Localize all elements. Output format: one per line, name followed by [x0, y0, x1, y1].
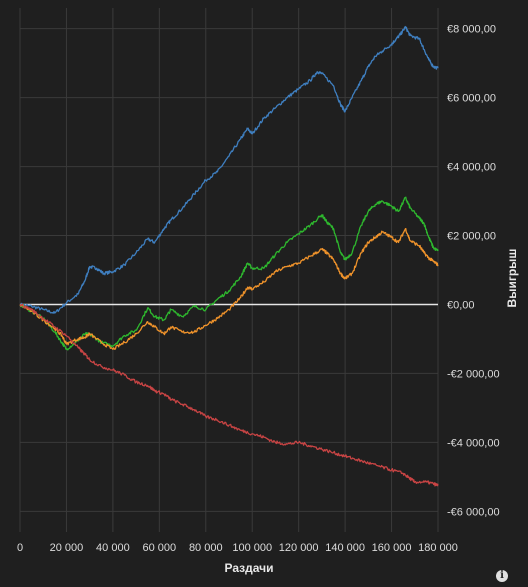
x-tick-label: 100 000	[232, 542, 272, 554]
x-tick-label: 180 000	[418, 542, 458, 554]
y-tick-label: -€6 000,00	[447, 506, 500, 518]
x-axis-title: Раздачи	[225, 561, 274, 575]
y-tick-label: -€4 000,00	[447, 437, 500, 449]
series-lines	[19, 25, 439, 487]
x-tick-label: 160 000	[372, 542, 412, 554]
x-tick-label: 0	[17, 542, 23, 554]
x-tick-label: 80 000	[189, 542, 223, 554]
x-axis-ticks: 0 20 000 40 000 60 000 80 000 100 000 120 000 1…	[17, 542, 458, 554]
x-tick-label: 120 000	[279, 542, 319, 554]
grid-lines	[19, 8, 439, 532]
series-line-4	[19, 303, 439, 487]
info-icon[interactable]: i	[496, 570, 508, 582]
y-tick-label: €8 000,00	[447, 24, 496, 36]
y-tick-label: €6 000,00	[447, 93, 496, 105]
x-tick-label: 60 000	[143, 542, 177, 554]
y-axis-ticks: -€6 000,00 -€4 000,00 -€2 000,00 €0,00 €2 00…	[447, 24, 500, 519]
y-tick-label: €2 000,00	[447, 231, 496, 243]
series-line-1	[19, 25, 439, 314]
y-tick-label: €4 000,00	[447, 162, 496, 174]
series-line-3	[19, 227, 439, 350]
y-tick-label: -€2 000,00	[447, 368, 500, 380]
y-axis-title: Выигрыш	[505, 249, 519, 308]
y-tick-label: €0,00	[447, 299, 475, 311]
series-line-2	[19, 196, 439, 351]
x-tick-label: 40 000	[96, 542, 130, 554]
x-tick-label: 140 000	[325, 542, 365, 554]
x-tick-label: 20 000	[50, 542, 84, 554]
